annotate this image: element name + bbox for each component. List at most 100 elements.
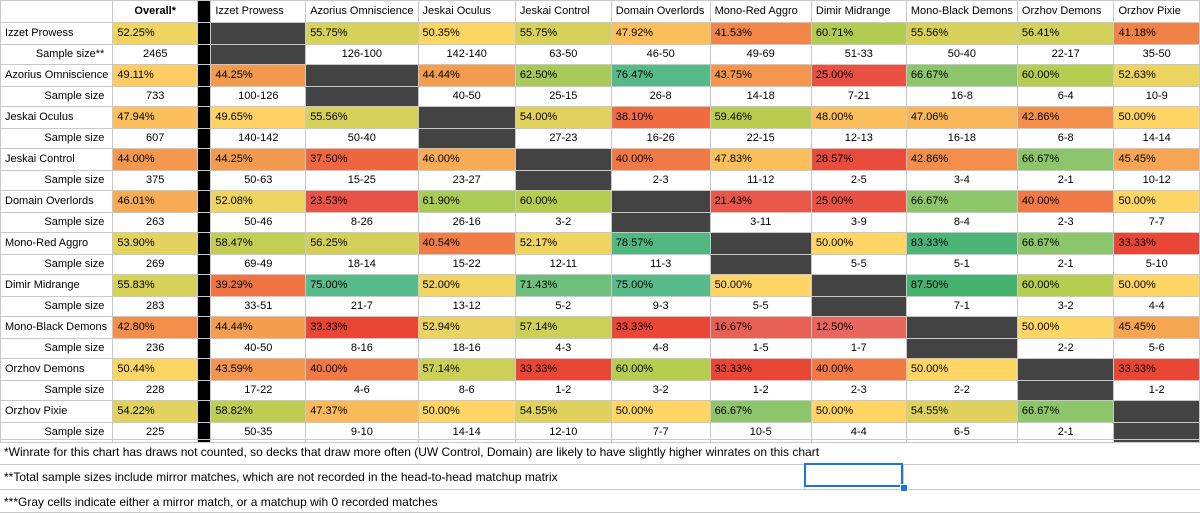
record-cell[interactable]: 40-50 — [417, 86, 516, 107]
winrate-cell[interactable]: 21.43% — [709, 190, 812, 213]
row-header-jeskai-control[interactable]: Jeskai Control — [0, 148, 114, 171]
record-cell[interactable]: 2-2 — [905, 380, 1018, 401]
record-cell[interactable]: 12-10 — [514, 422, 612, 443]
record-cell[interactable]: 1-2 — [709, 380, 812, 401]
record-cell[interactable]: 18-16 — [417, 338, 516, 359]
winrate-cell[interactable]: 41.18% — [1113, 22, 1200, 45]
record-cell[interactable]: 3-2 — [1016, 296, 1115, 317]
row-header-orzhov-pixie[interactable]: Orzhov Pixie — [0, 400, 114, 423]
sample-size-label[interactable]: Sample size — [0, 128, 114, 149]
record-cell[interactable]: 14-14 — [417, 422, 516, 443]
winrate-cell[interactable]: 47.92% — [610, 22, 711, 45]
column-header-domain-overlords[interactable]: Domain Overlords — [610, 0, 711, 23]
record-cell[interactable]: 8-4 — [905, 212, 1018, 233]
winrate-cell[interactable]: 66.67% — [1016, 148, 1115, 171]
winrate-cell[interactable]: 66.67% — [905, 64, 1018, 87]
record-cell[interactable]: 2-2 — [1016, 338, 1115, 359]
winrate-cell[interactable]: 40.00% — [610, 148, 711, 171]
winrate-cell[interactable]: 66.67% — [1016, 400, 1115, 423]
mirror-cell[interactable] — [1113, 422, 1200, 443]
winrate-cell[interactable]: 50.00% — [1113, 190, 1200, 213]
winrate-cell[interactable]: 43.75% — [709, 64, 812, 87]
overall-winrate[interactable]: 46.01% — [112, 190, 199, 213]
winrate-cell[interactable]: 47.37% — [305, 400, 419, 423]
overall-sample-size[interactable]: 263 — [112, 212, 199, 233]
winrate-cell[interactable]: 52.63% — [1113, 64, 1200, 87]
record-cell[interactable]: 2-3 — [610, 170, 711, 191]
record-cell[interactable]: 18-14 — [305, 254, 419, 275]
winrate-cell[interactable]: 50.00% — [1016, 316, 1115, 339]
record-cell[interactable]: 12-13 — [810, 128, 907, 149]
winrate-cell[interactable]: 50.00% — [1113, 106, 1200, 129]
sample-size-label[interactable]: Sample size — [0, 338, 114, 359]
winrate-cell[interactable]: 60.00% — [514, 190, 612, 213]
record-cell[interactable]: 4-8 — [610, 338, 711, 359]
winrate-cell[interactable]: 57.14% — [514, 316, 612, 339]
sample-size-label[interactable]: Sample size — [0, 296, 114, 317]
winrate-cell[interactable]: 55.56% — [905, 22, 1018, 45]
winrate-cell[interactable]: 59.46% — [709, 106, 812, 129]
winrate-cell[interactable]: 43.59% — [210, 358, 307, 381]
record-cell[interactable]: 12-11 — [514, 254, 612, 275]
record-cell[interactable]: 1-2 — [514, 380, 612, 401]
column-header-orzhov-demons[interactable]: Orzhov Demons — [1016, 0, 1115, 23]
winrate-cell[interactable]: 37.50% — [305, 148, 419, 171]
winrate-cell[interactable]: 66.67% — [1016, 232, 1115, 255]
winrate-cell[interactable]: 50.00% — [905, 358, 1018, 381]
winrate-cell[interactable]: 87.50% — [905, 274, 1018, 297]
record-cell[interactable]: 33-51 — [210, 296, 307, 317]
winrate-cell[interactable]: 40.54% — [417, 232, 516, 255]
record-cell[interactable]: 142-140 — [417, 44, 516, 65]
record-cell[interactable]: 11-3 — [610, 254, 711, 275]
record-cell[interactable]: 2-5 — [810, 170, 907, 191]
mirror-cell[interactable] — [610, 190, 711, 213]
winrate-cell[interactable]: 58.82% — [210, 400, 307, 423]
winrate-cell[interactable]: 41.53% — [709, 22, 812, 45]
winrate-cell[interactable]: 50.00% — [810, 400, 907, 423]
mirror-cell[interactable] — [709, 254, 812, 275]
record-cell[interactable]: 3-9 — [810, 212, 907, 233]
winrate-cell[interactable]: 54.00% — [514, 106, 612, 129]
record-cell[interactable]: 1-7 — [810, 338, 907, 359]
mirror-cell[interactable] — [417, 128, 516, 149]
overall-winrate[interactable]: 42.80% — [112, 316, 199, 339]
winrate-cell[interactable]: 83.33% — [905, 232, 1018, 255]
mirror-cell[interactable] — [1016, 358, 1115, 381]
record-cell[interactable]: 7-1 — [905, 296, 1018, 317]
mirror-cell[interactable] — [305, 86, 419, 107]
record-cell[interactable]: 40-50 — [210, 338, 307, 359]
winrate-cell[interactable]: 42.86% — [1016, 106, 1115, 129]
overall-winrate[interactable]: 53.90% — [112, 232, 199, 255]
row-header-orzhov-demons[interactable]: Orzhov Demons — [0, 358, 114, 381]
record-cell[interactable]: 5-2 — [514, 296, 612, 317]
winrate-cell[interactable]: 75.00% — [305, 274, 419, 297]
winrate-cell[interactable]: 57.14% — [417, 358, 516, 381]
winrate-cell[interactable]: 61.90% — [417, 190, 516, 213]
record-cell[interactable]: 8-26 — [305, 212, 419, 233]
winrate-cell[interactable]: 33.33% — [610, 316, 711, 339]
winrate-cell[interactable]: 56.25% — [305, 232, 419, 255]
mirror-cell[interactable] — [305, 64, 419, 87]
overall-sample-size[interactable]: 269 — [112, 254, 199, 275]
winrate-cell[interactable]: 50.00% — [610, 400, 711, 423]
winrate-cell[interactable]: 55.75% — [514, 22, 612, 45]
record-cell[interactable]: 50-63 — [210, 170, 307, 191]
record-cell[interactable]: 14-14 — [1113, 128, 1200, 149]
mirror-cell[interactable] — [514, 148, 612, 171]
winrate-cell[interactable]: 75.00% — [610, 274, 711, 297]
winrate-cell[interactable]: 44.25% — [210, 64, 307, 87]
mirror-cell[interactable] — [1113, 400, 1200, 423]
winrate-cell[interactable]: 60.71% — [810, 22, 907, 45]
record-cell[interactable]: 50-40 — [305, 128, 419, 149]
column-header-orzhov-pixie[interactable]: Orzhov Pixie — [1113, 0, 1200, 23]
record-cell[interactable]: 1-5 — [709, 338, 812, 359]
sample-size-label[interactable]: Sample size — [0, 422, 114, 443]
sample-size-label[interactable]: Sample size — [0, 170, 114, 191]
record-cell[interactable]: 25-15 — [514, 86, 612, 107]
record-cell[interactable]: 5-6 — [1113, 338, 1200, 359]
column-header-izzet-prowess[interactable]: Izzet Prowess — [210, 0, 307, 23]
winrate-cell[interactable]: 39.29% — [210, 274, 307, 297]
record-cell[interactable]: 126-100 — [305, 44, 419, 65]
winrate-cell[interactable]: 60.00% — [1016, 64, 1115, 87]
winrate-cell[interactable]: 33.33% — [514, 358, 612, 381]
